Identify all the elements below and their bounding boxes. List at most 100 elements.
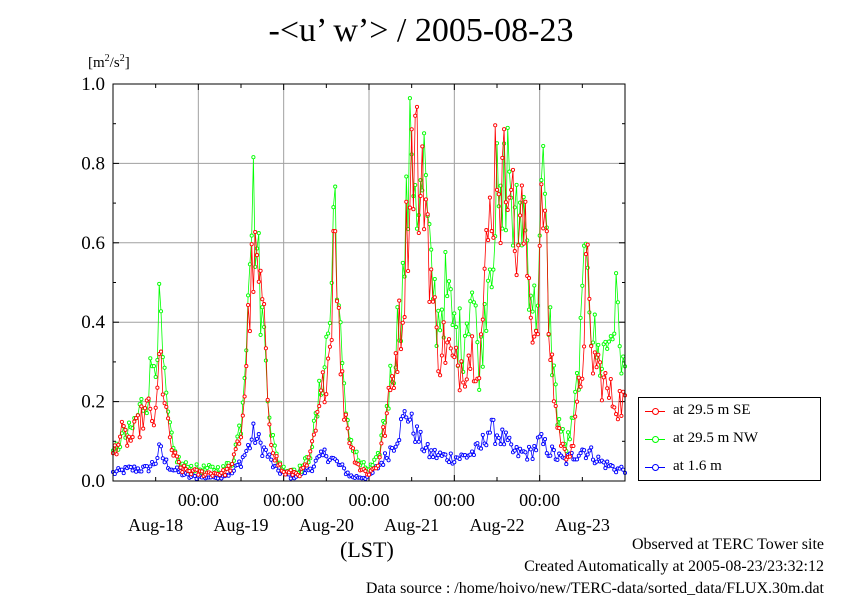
series-point-2 — [242, 453, 247, 458]
series-point-2 — [153, 461, 158, 466]
series-point-0 — [413, 113, 418, 118]
series-point-0 — [416, 230, 421, 236]
series-point-2 — [603, 466, 608, 471]
series-point-2 — [256, 432, 261, 437]
series-point-2 — [550, 444, 555, 449]
series-point-1 — [567, 437, 572, 442]
series-point-0 — [155, 385, 160, 390]
series-point-0 — [535, 332, 540, 337]
series-point-2 — [173, 468, 178, 473]
y-tick-label: 1.0 — [81, 74, 105, 95]
y-axis-label: [m2/s2] — [88, 53, 130, 72]
series-point-2 — [514, 445, 519, 450]
series-point-2 — [381, 462, 386, 467]
series-point-0 — [601, 375, 606, 380]
series-point-1 — [429, 247, 434, 252]
series-point-0 — [308, 449, 313, 454]
series-point-0 — [544, 229, 549, 234]
y-axis-label-end: ] — [124, 55, 130, 71]
series-point-2 — [446, 460, 452, 465]
legend-label-nw: at 29.5 m NW — [673, 430, 758, 446]
series-point-1 — [139, 397, 144, 402]
series-point-1 — [505, 125, 510, 130]
legend-label-se: at 29.5 m SE — [673, 402, 751, 418]
series-point-0 — [119, 419, 124, 424]
series-point-0 — [231, 452, 236, 457]
series-point-0 — [493, 123, 498, 128]
footer-source: Data source : /home/hoivo/new/TERC-data/… — [365, 580, 824, 597]
series-point-0 — [464, 377, 469, 382]
series-point-0 — [560, 441, 565, 446]
series-point-0 — [270, 451, 276, 456]
series-point-0 — [496, 192, 501, 197]
series-point-1 — [422, 131, 427, 136]
series-point-1 — [169, 430, 174, 435]
series-point-0 — [340, 369, 345, 374]
series-point-0 — [491, 235, 496, 240]
series-point-1 — [468, 299, 473, 304]
series-point-2 — [135, 466, 140, 471]
series-point-0 — [574, 399, 580, 404]
series-point-0 — [434, 325, 439, 330]
series-point-1 — [258, 332, 263, 337]
series-point-0 — [446, 337, 452, 342]
series-point-1 — [507, 169, 512, 174]
series-point-1 — [153, 374, 158, 380]
series-point-2 — [587, 448, 592, 453]
series-point-2 — [269, 457, 274, 462]
series-point-2 — [276, 468, 281, 473]
series-point-1 — [144, 411, 149, 416]
series-point-1 — [484, 328, 489, 333]
series-point-2 — [324, 454, 329, 459]
series-point-2 — [322, 447, 327, 452]
series-point-0 — [306, 455, 311, 460]
series-point-2 — [498, 442, 503, 447]
series-point-2 — [253, 440, 258, 445]
series-point-0 — [219, 470, 224, 475]
series-point-1 — [251, 155, 256, 160]
series-point-1 — [404, 174, 409, 179]
series-point-1 — [221, 464, 226, 469]
series-point-2 — [215, 476, 220, 481]
series-point-0 — [363, 469, 368, 474]
series-point-2 — [507, 435, 512, 440]
series-point-1 — [388, 363, 393, 368]
series-point-0 — [377, 455, 382, 460]
x-day-label: Aug-20 — [299, 515, 354, 535]
series-point-2 — [457, 456, 462, 462]
series-point-0 — [553, 403, 558, 409]
legend-entry-nw: at 29.5 m NW — [639, 429, 822, 449]
series-point-0 — [297, 474, 302, 479]
legend-entry-low: at 1.6 m — [639, 457, 822, 477]
series-point-0 — [407, 205, 412, 210]
series-point-0 — [445, 340, 450, 345]
series-point-0 — [487, 195, 492, 200]
series-point-2 — [263, 447, 268, 452]
series-point-2 — [382, 451, 388, 456]
series-point-2 — [585, 452, 590, 457]
legend-marker-low — [652, 464, 659, 471]
series-point-2 — [114, 469, 119, 474]
x-day-label: Aug-23 — [555, 515, 610, 535]
series-point-2 — [430, 455, 436, 460]
series-point-1 — [340, 361, 345, 366]
series-point-2 — [429, 448, 434, 453]
series-point-1 — [573, 389, 578, 394]
series-point-1 — [610, 337, 615, 342]
series-point-2 — [551, 448, 556, 453]
series-point-0 — [336, 305, 341, 310]
series-point-1 — [578, 315, 583, 320]
series-point-2 — [258, 440, 263, 445]
series-point-0 — [454, 345, 459, 350]
series-point-0 — [153, 405, 158, 410]
series-point-0 — [265, 397, 270, 402]
series-point-0 — [375, 463, 380, 468]
series-point-0 — [580, 376, 585, 381]
series-point-2 — [260, 453, 265, 459]
series-point-1 — [480, 364, 485, 369]
series-point-0 — [240, 413, 245, 418]
series-point-0 — [587, 296, 592, 301]
series-point-2 — [144, 464, 149, 469]
series-point-0 — [489, 229, 494, 234]
series-point-1 — [486, 278, 491, 283]
